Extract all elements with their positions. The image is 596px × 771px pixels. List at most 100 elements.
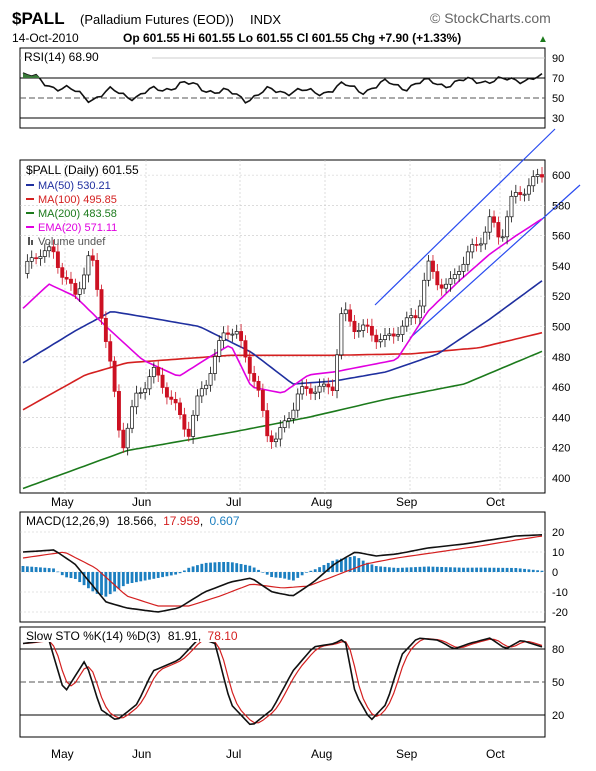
price-candle bbox=[243, 335, 248, 363]
macd-hist-bar bbox=[348, 556, 352, 572]
price-candle bbox=[365, 318, 370, 333]
ohlc-line: Op 601.55 Hi 601.55 Lo 601.55 Cl 601.55 … bbox=[123, 31, 461, 45]
price-candle bbox=[195, 389, 200, 422]
price-candle bbox=[212, 348, 217, 381]
ma100-line bbox=[22, 331, 543, 411]
price-candle bbox=[29, 250, 34, 269]
price-candle bbox=[234, 324, 239, 339]
price-candle bbox=[461, 256, 466, 278]
price-candle bbox=[125, 423, 130, 456]
legend-item-ma50: MA(50) 530.21 bbox=[26, 180, 111, 192]
price-candle bbox=[465, 245, 470, 272]
rsi-line bbox=[22, 72, 543, 104]
price-candle bbox=[291, 402, 296, 424]
macd-hist-bar bbox=[409, 567, 413, 572]
macd-hist-bar bbox=[43, 567, 47, 572]
price-candle bbox=[239, 323, 244, 349]
rsi-label: RSI(14) 68.90 bbox=[24, 50, 99, 64]
macd-hist-bar bbox=[209, 562, 212, 572]
price-candle bbox=[540, 166, 544, 183]
month-label: Sep bbox=[396, 747, 418, 761]
macd-tick-label: -10 bbox=[552, 587, 568, 599]
macd-hist-bar bbox=[309, 570, 313, 572]
macd-hist-bar bbox=[161, 572, 164, 578]
price-candle bbox=[439, 278, 444, 296]
price-candle bbox=[204, 379, 209, 396]
macd-hist-bar bbox=[187, 567, 191, 572]
price-candle bbox=[47, 242, 52, 258]
macd-hist-bar bbox=[235, 563, 239, 572]
price-candle bbox=[431, 255, 435, 279]
price-candle bbox=[352, 314, 357, 339]
month-label: Oct bbox=[486, 747, 505, 761]
price-candle bbox=[147, 369, 152, 396]
macd-hist-bar bbox=[540, 570, 544, 572]
price-candle bbox=[99, 284, 104, 325]
price-candle bbox=[64, 270, 69, 285]
macd-hist-bar bbox=[449, 567, 452, 572]
price-candle bbox=[38, 249, 43, 266]
macd-hist-bar bbox=[339, 558, 343, 572]
price-candle bbox=[208, 366, 213, 392]
macd-hist-bar bbox=[174, 572, 178, 575]
macd-hist-bar bbox=[226, 562, 230, 572]
macd-tick-label: 0 bbox=[552, 567, 558, 579]
price-candle bbox=[178, 397, 182, 420]
macd-hist-bar bbox=[222, 562, 226, 572]
price-candle bbox=[304, 379, 309, 396]
price-candle bbox=[156, 360, 161, 382]
macd-hist-bar bbox=[440, 566, 444, 572]
macd-hist-bar bbox=[510, 567, 513, 572]
macd-hist-bar bbox=[300, 572, 304, 576]
month-label: Jun bbox=[132, 495, 151, 509]
price-candle bbox=[252, 365, 257, 388]
macd-hist-bar bbox=[274, 572, 278, 578]
macd-hist-bar bbox=[82, 572, 86, 586]
price-candle bbox=[452, 268, 457, 284]
macd-hist-bar bbox=[139, 572, 143, 582]
macd-hist-bar bbox=[169, 572, 173, 576]
price-candle bbox=[199, 381, 204, 404]
macd-hist-bar bbox=[287, 572, 291, 580]
price-candle bbox=[356, 322, 361, 338]
price-candle bbox=[108, 334, 113, 369]
macd-hist-bar bbox=[283, 572, 287, 579]
month-axis-top: May Jun Jul Aug Sep Oct bbox=[51, 495, 505, 509]
macd-hist-bar bbox=[117, 572, 121, 589]
macd-hist-bar bbox=[374, 566, 378, 572]
macd-hist-bar bbox=[292, 572, 295, 581]
macd-hist-bar bbox=[470, 567, 474, 572]
month-label: Jul bbox=[226, 747, 241, 761]
macd-hist-bar bbox=[422, 566, 426, 572]
macd-hist-bar bbox=[126, 572, 130, 584]
macd-hist-bar bbox=[65, 572, 69, 578]
price-candle bbox=[330, 379, 335, 396]
macd-hist-bar bbox=[95, 572, 99, 594]
ma50-line bbox=[22, 280, 543, 385]
macd-hist-bar bbox=[239, 564, 243, 572]
price-candle bbox=[474, 236, 479, 252]
price-candle bbox=[396, 326, 401, 342]
price-candle bbox=[260, 383, 265, 418]
price-candle bbox=[457, 265, 462, 282]
macd-hist-bar bbox=[357, 558, 361, 572]
price-tick-label: 400 bbox=[552, 473, 570, 485]
macd-hist-bar bbox=[21, 566, 25, 572]
month-label: Aug bbox=[311, 495, 332, 509]
macd-hist-bar bbox=[244, 564, 247, 572]
price-candle bbox=[86, 250, 91, 283]
price-candle bbox=[317, 378, 322, 400]
sto-tick-label: 20 bbox=[552, 710, 564, 722]
macd-hist-bar bbox=[379, 566, 383, 572]
price-tick-label: 600 bbox=[552, 170, 570, 182]
macd-hist-bar bbox=[39, 567, 42, 572]
price-tick-label: 500 bbox=[552, 322, 570, 334]
channel-upper-line bbox=[374, 128, 556, 306]
rsi-tick-label: 50 bbox=[552, 93, 564, 105]
macd-hist-bar bbox=[91, 572, 95, 592]
legend-item-ema20: EMA(20) 571.11 bbox=[26, 222, 117, 234]
price-candle bbox=[426, 255, 431, 287]
sto-panel: Slow STO %K(14) %D(3) 81.91, 78.10 80 50 2… bbox=[19, 626, 564, 738]
svg-text:MA(200) 483.58: MA(200) 483.58 bbox=[38, 208, 117, 220]
macd-hist-bar bbox=[165, 572, 169, 577]
